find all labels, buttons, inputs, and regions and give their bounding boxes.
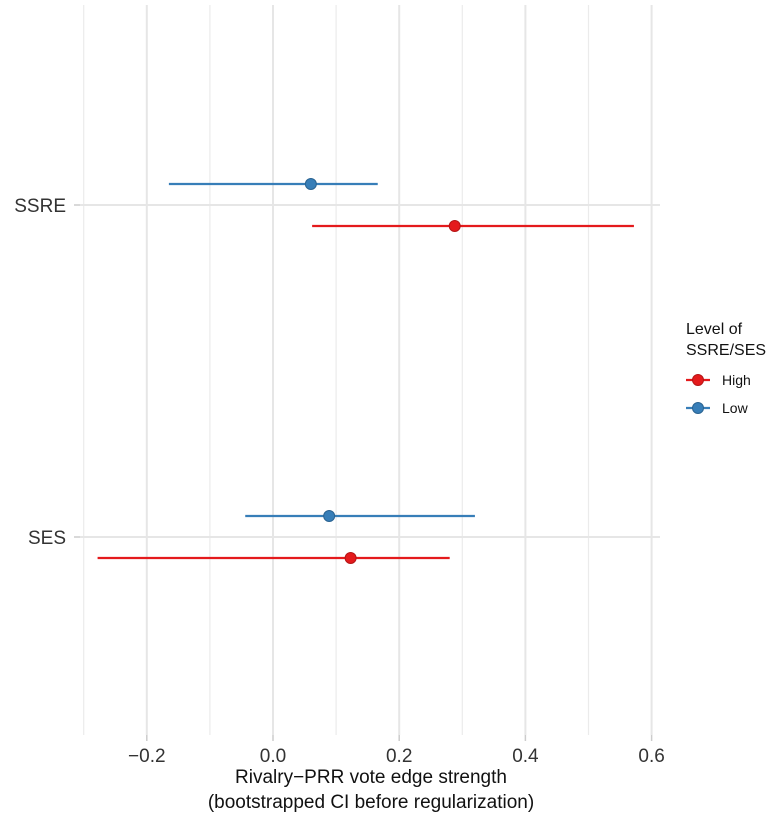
legend-title-line2: SSRE/SES xyxy=(686,342,766,359)
point-low-ses xyxy=(323,510,336,522)
x-tick-label: 0.6 xyxy=(638,746,664,767)
x-axis-title-line2: (bootstrapped CI before regularization) xyxy=(208,792,534,813)
grid xyxy=(80,5,660,735)
legend-title-line1: Level of xyxy=(686,321,743,338)
legend-key-point-low xyxy=(692,402,704,414)
x-tick-label: 0.2 xyxy=(386,746,412,767)
x-axis: −0.2 0.0 0.2 0.4 0.6 xyxy=(128,735,665,767)
x-tick-label: 0.4 xyxy=(512,746,539,767)
legend-label-high: High xyxy=(722,372,751,388)
x-tick-label: −0.2 xyxy=(128,746,166,767)
x-axis-title-line1: Rivalry−PRR vote edge strength xyxy=(235,767,507,788)
point-high-ssre xyxy=(448,220,461,232)
point-low-ssre xyxy=(304,178,317,190)
x-tick-label: 0.0 xyxy=(260,746,286,767)
legend-items: High Low xyxy=(686,372,751,416)
y-axis: SSRE SES xyxy=(14,196,80,549)
y-tick-label-ses: SES xyxy=(28,528,66,549)
data-marks xyxy=(97,178,634,564)
legend-key-point-high xyxy=(692,374,704,386)
legend-label-low: Low xyxy=(722,400,749,416)
point-high-ses xyxy=(344,552,357,564)
legend: Level of SSRE/SES High Low xyxy=(686,321,766,416)
y-tick-label-ssre: SSRE xyxy=(14,196,66,217)
